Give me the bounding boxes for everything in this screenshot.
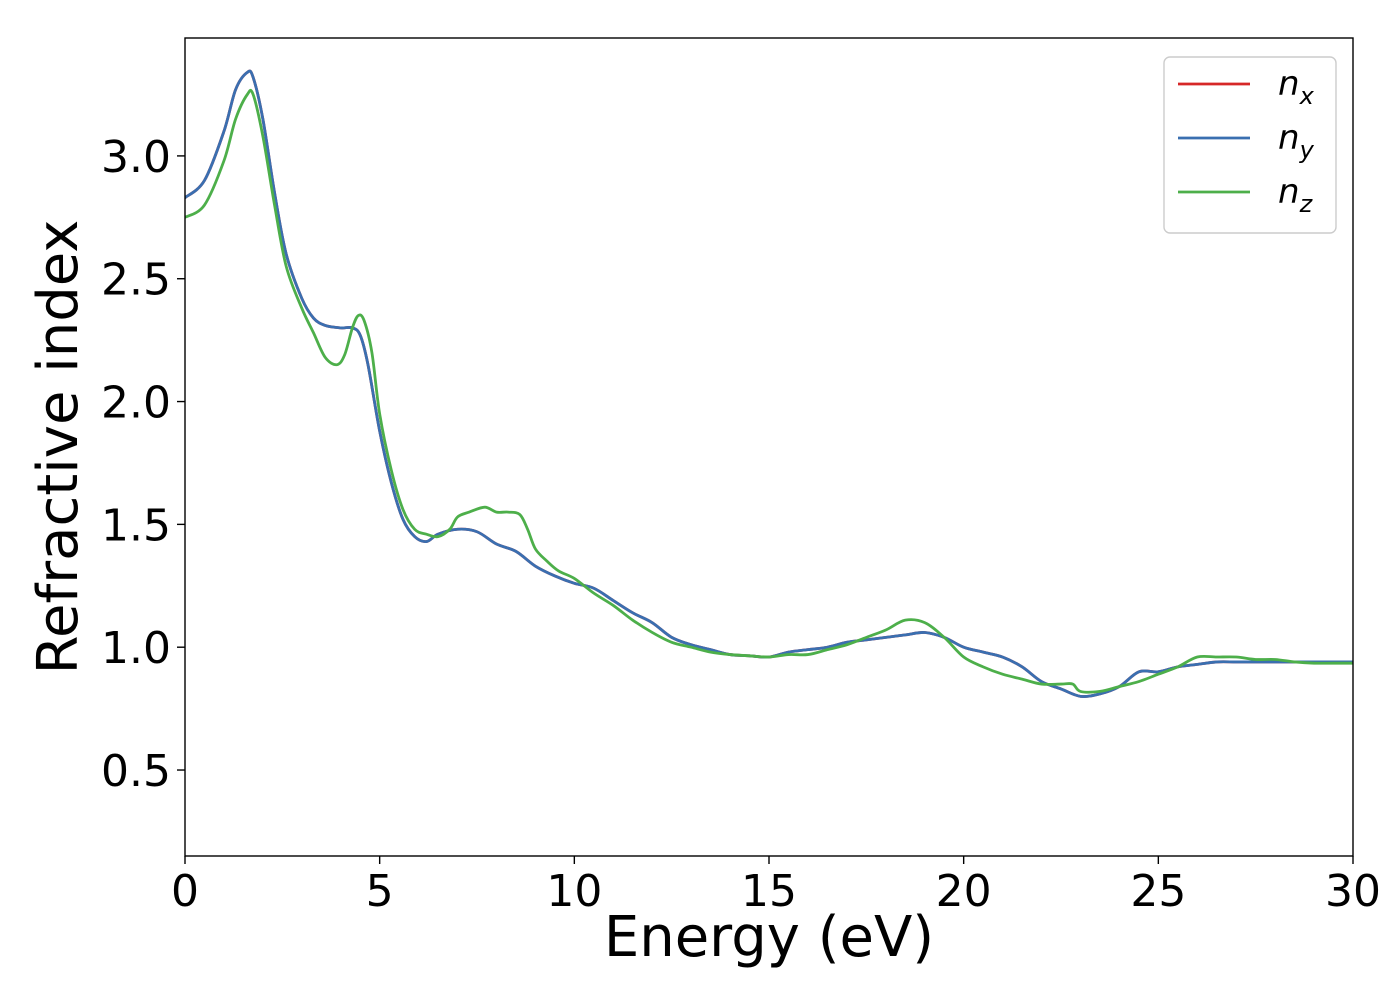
y-tick-label: 2.0	[101, 378, 171, 429]
x-tick-label: 0	[171, 866, 199, 917]
legend-entries: nx ny nz	[1178, 64, 1315, 218]
legend-label-n-y: ny	[1278, 118, 1315, 164]
x-tick-label: 25	[1130, 866, 1186, 917]
series-layer	[185, 69, 1353, 698]
y-tick-label: 3.0	[101, 132, 171, 183]
x-axis-title: Energy (eV)	[604, 905, 934, 970]
x-tick-label: 30	[1325, 866, 1381, 917]
y-tick-label: 2.5	[101, 255, 171, 306]
x-tick-label: 15	[741, 866, 797, 917]
y-axis-title: Refractive index	[26, 220, 91, 675]
series-line-n-y	[185, 69, 1353, 698]
plot-area	[184, 37, 1354, 857]
x-tick-label: 10	[546, 866, 602, 917]
x-tick-label: 20	[936, 866, 992, 917]
legend-box	[1163, 56, 1337, 234]
y-tick-label: 0.5	[101, 746, 171, 797]
y-tick-label: 1.0	[101, 623, 171, 674]
y-axis-ticks: 0.5 1.0 1.5 2.0 2.5 3.0	[101, 132, 185, 797]
legend-label-n-x: nx	[1278, 64, 1315, 110]
x-axis-ticks: 0 5 10 15 20 25 30	[171, 856, 1381, 917]
series-line-n-z	[185, 88, 1353, 694]
legend-label-n-z: nz	[1278, 172, 1314, 218]
x-tick-label: 5	[366, 866, 394, 917]
legend: nx ny nz	[1163, 56, 1337, 234]
y-tick-label: 1.5	[101, 500, 171, 551]
